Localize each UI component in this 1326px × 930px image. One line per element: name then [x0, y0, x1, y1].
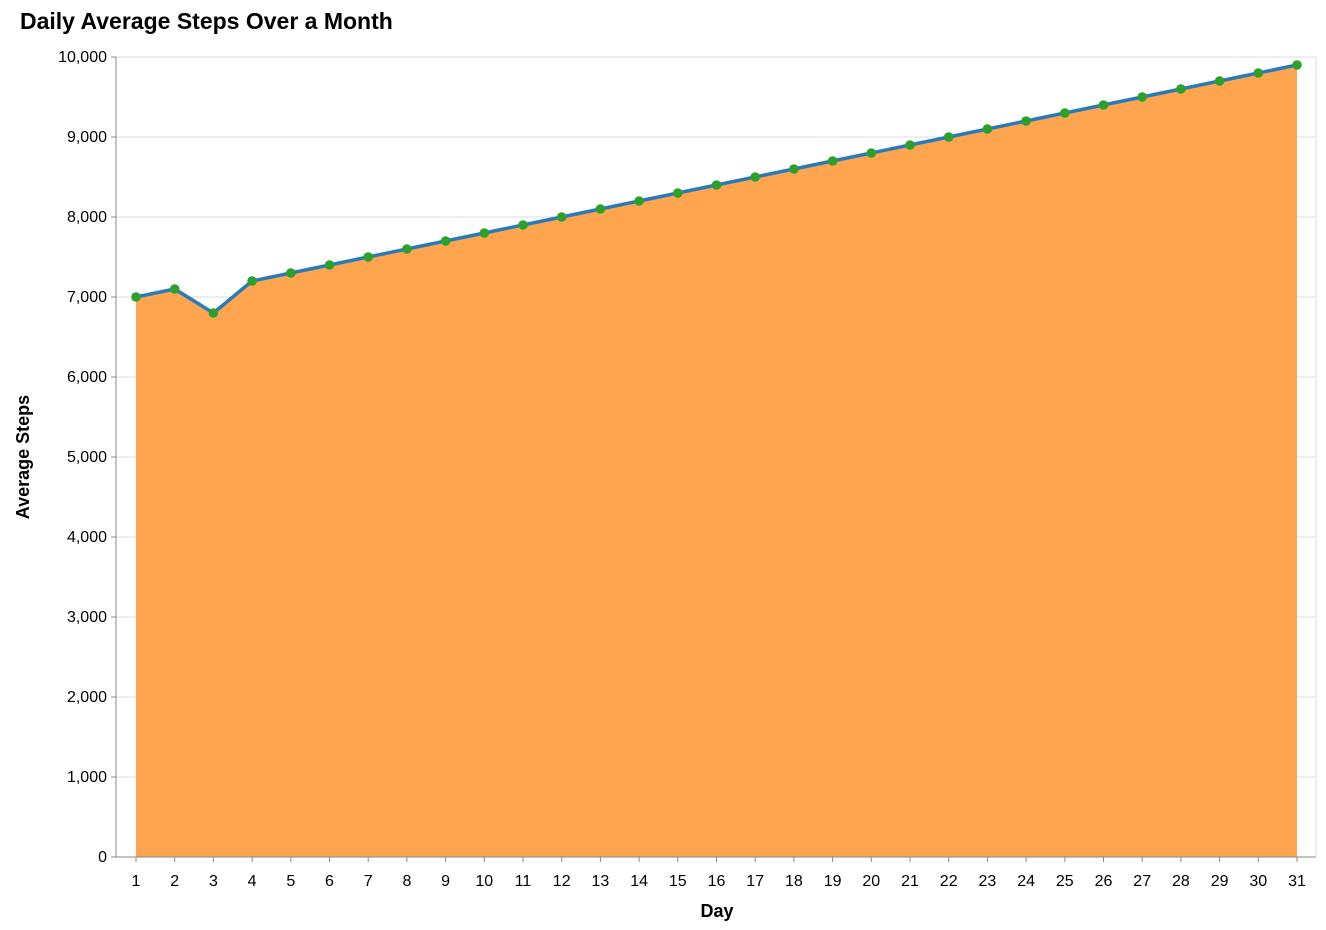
x-tick-label: 12: [553, 873, 571, 890]
x-tick-label: 22: [940, 873, 958, 890]
y-tick-label: 4,000: [67, 529, 107, 546]
data-point[interactable]: [402, 244, 412, 254]
x-axis-title: Day: [700, 901, 733, 921]
x-tick-label: 15: [669, 873, 687, 890]
x-tick-label: 11: [515, 873, 532, 890]
x-tick-label: 9: [441, 873, 450, 890]
data-point[interactable]: [1098, 100, 1109, 110]
x-tick-label: 28: [1172, 873, 1190, 890]
data-point[interactable]: [1253, 68, 1264, 78]
data-point[interactable]: [440, 236, 451, 246]
data-point[interactable]: [905, 140, 915, 150]
x-tick-label: 17: [746, 873, 764, 890]
data-point[interactable]: [479, 228, 490, 238]
x-tick-label: 2: [170, 873, 179, 890]
x-tick-label: 18: [785, 873, 803, 890]
data-point[interactable]: [595, 204, 606, 214]
x-tick-label: 1: [132, 873, 141, 890]
data-point[interactable]: [1176, 84, 1186, 94]
data-point[interactable]: [711, 180, 722, 190]
data-point[interactable]: [169, 284, 180, 294]
data-point[interactable]: [1137, 92, 1147, 102]
y-tick-label: 3,000: [67, 609, 107, 626]
x-tick-label: 25: [1056, 873, 1074, 890]
data-point[interactable]: [247, 276, 257, 286]
data-point[interactable]: [634, 196, 644, 206]
y-tick-label: 9,000: [67, 129, 107, 146]
y-tick-label: 8,000: [67, 209, 107, 226]
y-axis-title: Average Steps: [13, 395, 33, 519]
x-tick-label: 23: [979, 873, 997, 890]
chart-title: Daily Average Steps Over a Month: [20, 8, 393, 34]
axes: 0 1,000 2,000 3,000 4,000 5,000 6,000 7,000 8,00…: [58, 49, 1316, 890]
x-tick-label: 20: [862, 873, 880, 890]
data-point[interactable]: [131, 292, 141, 302]
y-tick-label: 0: [98, 849, 107, 866]
x-tick-label: 29: [1211, 873, 1229, 890]
x-tick-label: 16: [708, 873, 726, 890]
y-tick-label: 1,000: [67, 769, 107, 786]
x-tick-label: 19: [824, 873, 842, 890]
x-tick-label: 3: [209, 873, 218, 890]
data-point[interactable]: [673, 188, 683, 198]
y-tick-label: 2,000: [67, 689, 107, 706]
x-tick-label: 14: [630, 873, 648, 890]
data-point[interactable]: [556, 212, 567, 222]
data-point[interactable]: [750, 172, 760, 182]
data-point[interactable]: [1292, 60, 1302, 70]
data-point[interactable]: [1060, 108, 1070, 118]
x-tick-label: 26: [1095, 873, 1113, 890]
data-point[interactable]: [866, 148, 877, 158]
y-tick-label: 10,000: [58, 49, 107, 66]
y-tick-label: 5,000: [67, 449, 107, 466]
data-point[interactable]: [982, 124, 993, 134]
x-tick-label: 21: [901, 873, 919, 890]
data-point[interactable]: [827, 156, 838, 166]
steps-area: [136, 65, 1297, 857]
x-tick-label: 31: [1288, 873, 1306, 890]
data-point[interactable]: [363, 252, 374, 262]
data-point[interactable]: [518, 220, 528, 230]
data-point[interactable]: [208, 308, 219, 318]
x-tick-label: 24: [1017, 873, 1035, 890]
y-tick-label: 6,000: [67, 369, 107, 386]
x-tick-label: 8: [402, 873, 411, 890]
y-tick-label: 7,000: [67, 289, 107, 306]
point-layer: [131, 60, 1302, 318]
data-point[interactable]: [286, 268, 296, 278]
data-point[interactable]: [789, 164, 799, 174]
data-point[interactable]: [1021, 116, 1031, 126]
x-tick-label: 5: [286, 873, 295, 890]
x-tick-label: 10: [475, 873, 493, 890]
x-tick-label: 30: [1249, 873, 1267, 890]
data-point[interactable]: [943, 132, 954, 142]
x-tick-label: 13: [592, 873, 610, 890]
data-point[interactable]: [1214, 76, 1225, 86]
area-layer: [136, 65, 1297, 857]
x-tick-label: 6: [325, 873, 334, 890]
x-tick-label: 27: [1133, 873, 1151, 890]
x-tick-label: 7: [364, 873, 373, 890]
data-point[interactable]: [324, 260, 335, 270]
x-tick-label: 4: [248, 873, 257, 890]
